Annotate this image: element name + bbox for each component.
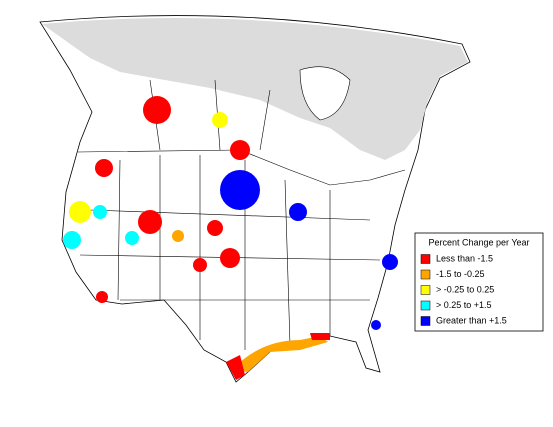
blob xyxy=(95,159,113,177)
blob xyxy=(226,355,245,380)
blob xyxy=(138,210,162,234)
legend-label: > 0.25 to +1.5 xyxy=(436,300,492,310)
blob xyxy=(382,254,398,270)
blob xyxy=(93,205,107,219)
hudson-bay xyxy=(299,66,351,121)
blob xyxy=(310,333,330,340)
blob xyxy=(125,231,139,245)
tundra-region xyxy=(42,17,468,160)
blob xyxy=(230,140,250,160)
legend-box xyxy=(414,232,544,332)
blob xyxy=(172,230,184,242)
legend-title: Percent Change per Year xyxy=(428,237,529,247)
blob xyxy=(96,291,108,303)
legend-label: > -0.25 to 0.25 xyxy=(436,284,494,294)
blob xyxy=(193,258,207,272)
data-blobs xyxy=(63,96,398,380)
blob xyxy=(220,170,260,210)
legend-swatch xyxy=(420,300,431,311)
legend-swatch xyxy=(420,285,431,295)
blob xyxy=(371,320,381,330)
blob xyxy=(207,220,223,236)
blob xyxy=(289,203,307,221)
blob xyxy=(212,112,228,128)
blob xyxy=(143,96,171,124)
blob xyxy=(63,231,81,249)
blob xyxy=(69,201,91,223)
legend-label: Greater than +1.5 xyxy=(436,315,507,325)
legend-label: -1.5 to -0.25 xyxy=(436,269,485,279)
legend-swatch xyxy=(420,254,431,264)
legend-label: Less than -1.5 xyxy=(436,253,493,263)
legend-swatch xyxy=(420,316,431,326)
blob xyxy=(220,248,240,268)
blob xyxy=(232,336,328,372)
legend: Percent Change per Year Less than -1.5 -1… xyxy=(414,232,544,332)
legend-swatch xyxy=(420,269,431,280)
